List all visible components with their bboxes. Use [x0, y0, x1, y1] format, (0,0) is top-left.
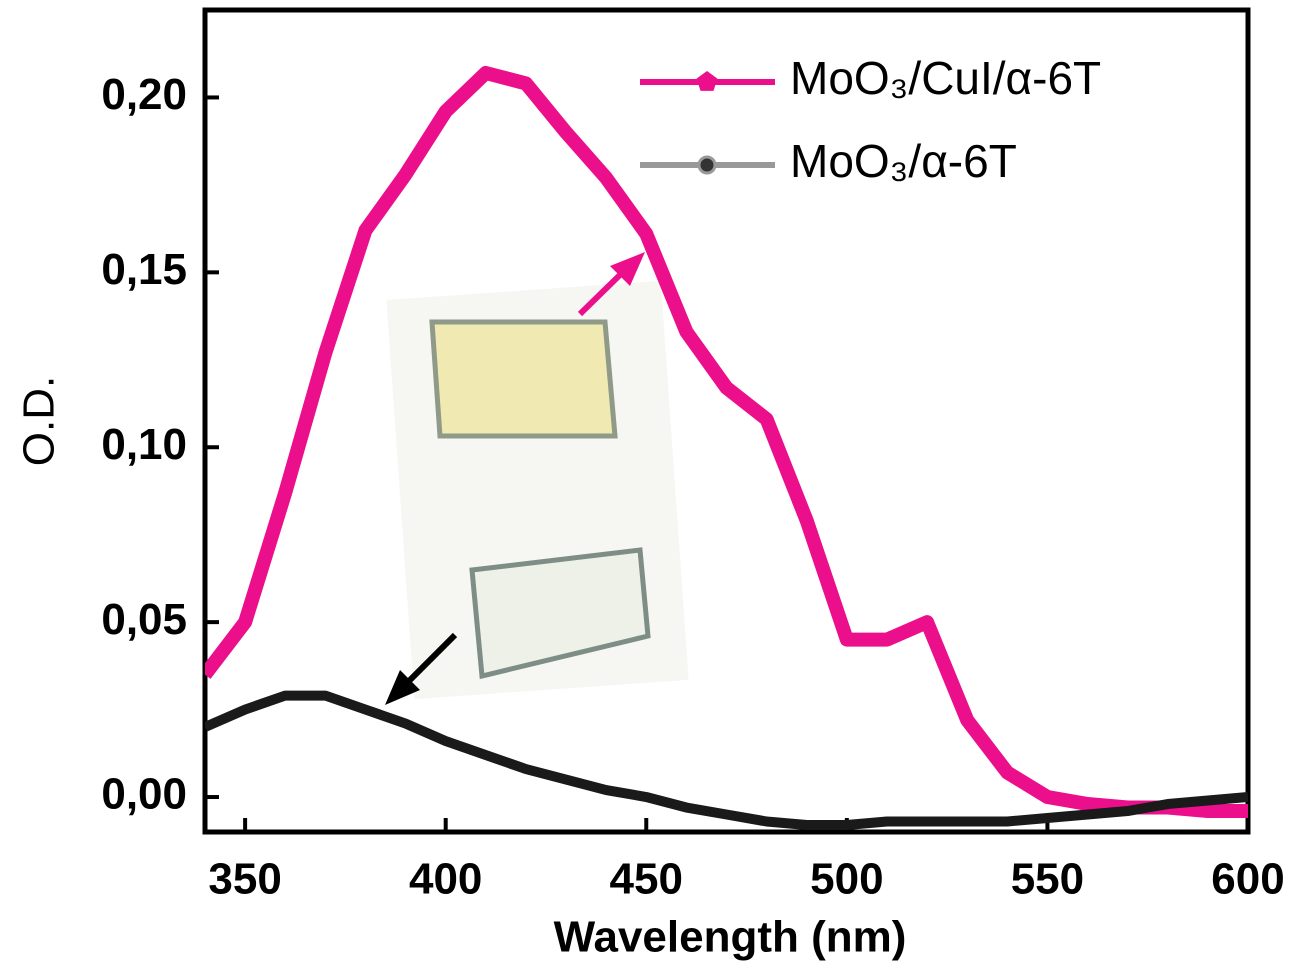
y-tick-label: 0,00 [101, 770, 187, 819]
y-axis-label: O.D. [15, 376, 64, 466]
legend-marker [696, 71, 718, 91]
y-tick-label: 0,15 [101, 245, 187, 294]
series-line [205, 65, 1248, 819]
legend-marker [697, 155, 717, 175]
arrow-pink [577, 267, 628, 317]
x-tick-label: 600 [1211, 855, 1284, 904]
x-tick-label: 350 [208, 855, 281, 904]
x-tick-label: 450 [610, 855, 683, 904]
legend-label: MoO₃/α-6T [790, 135, 1017, 187]
arrow-head [610, 252, 645, 286]
y-tick-label: 0,05 [101, 595, 187, 644]
sample-yellow [429, 319, 618, 439]
legend-label: MoO₃/CuI/α-6T [790, 52, 1101, 104]
x-tick-label: 550 [1011, 855, 1084, 904]
plot-frame [202, 7, 1251, 835]
arrows [385, 252, 645, 705]
x-axis-label: Wavelength (nm) [554, 913, 907, 962]
y-tick-label: 0,20 [101, 70, 187, 119]
arrow-black [402, 632, 458, 688]
arrow-head [385, 670, 420, 705]
x-tick-label: 500 [810, 855, 883, 904]
inset-photo [386, 280, 689, 700]
x-tick-label: 400 [409, 855, 482, 904]
series-line [205, 690, 1248, 831]
sample-clear [469, 547, 651, 680]
y-tick-label: 0,10 [101, 420, 187, 469]
